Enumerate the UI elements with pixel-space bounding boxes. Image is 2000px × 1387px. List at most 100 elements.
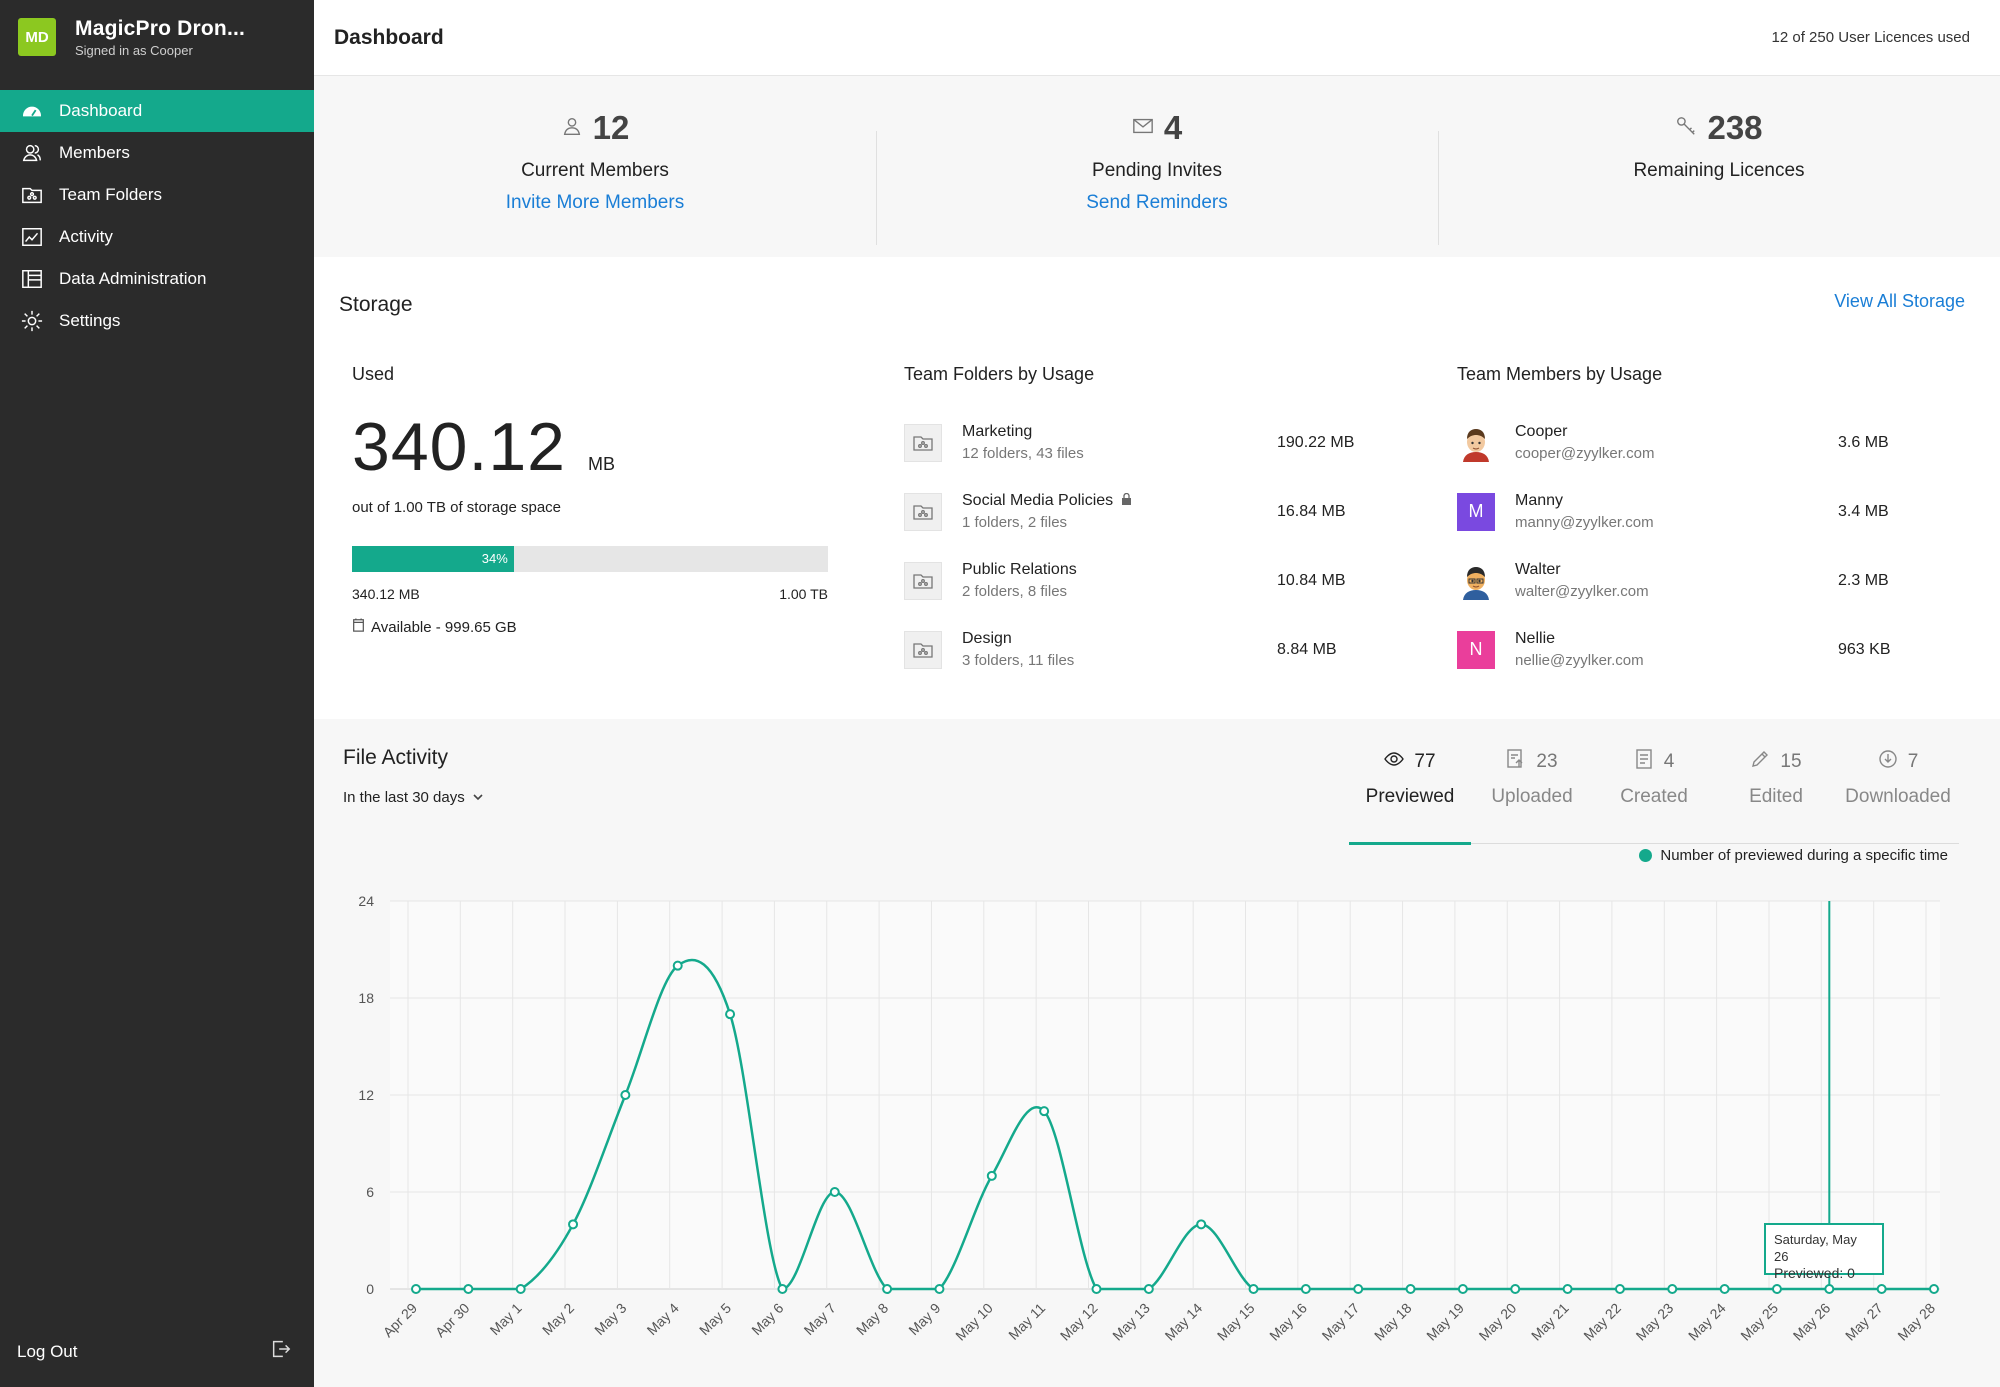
tab-edited[interactable]: 15 Edited [1715,748,1837,843]
tab-uploaded[interactable]: 23 Uploaded [1471,748,1593,843]
sidebar-item-team-folders[interactable]: Team Folders [0,174,314,216]
x-tick-label: May 21 [1528,1300,1572,1344]
folder-size: 190.22 MB [1277,433,1355,451]
data-point [1562,1284,1573,1294]
sidebar-item-label: Settings [59,311,121,330]
data-administration-icon [20,268,44,290]
folder-row[interactable]: Public Relations 2 folders, 8 files 10.84 … [904,546,1374,615]
sidebar-item-settings[interactable]: Settings [0,300,314,342]
data-point [1457,1284,1468,1294]
team-folders-by-usage: Team Folders by Usage Marketing 12 folder… [904,364,1374,684]
sidebar-item-activity[interactable]: Activity [0,216,314,258]
x-tick-label: May 24 [1685,1300,1729,1344]
y-tick-label: 12 [358,1087,374,1103]
data-point [672,960,683,971]
folder-size: 16.84 MB [1277,502,1346,520]
folder-detail: 2 folders, 8 files [962,583,1068,600]
data-point [1929,1284,1939,1294]
sidebar-item-label: Dashboard [59,101,143,120]
data-point [1771,1284,1782,1294]
tab-downloaded[interactable]: 7 Downloaded [1837,748,1959,843]
folder-row[interactable]: Design 3 folders, 11 files 8.84 MB [904,615,1374,684]
x-tick-label: May 14 [1162,1300,1206,1344]
member-name: Manny [1515,492,1564,509]
logout-button[interactable]: Log Out [17,1338,292,1365]
data-point [725,1009,736,1020]
member-row[interactable]: Walter walter@zyylker.com 2.3 MB [1457,546,1917,615]
team-folder-icon [904,630,942,669]
member-row[interactable]: Cooper cooper@zyylker.com 3.6 MB [1457,408,1917,477]
org-logo: MD [18,18,56,56]
sidebar-item-members[interactable]: Members [0,132,314,174]
stat-current-members: 12 Current Members Invite More Members [314,108,876,257]
dashboard-icon [20,100,44,122]
chevron-down-icon [473,789,483,806]
stats-row: 12 Current Members Invite More Members 4… [314,76,2000,257]
x-tick-label: May 17 [1319,1300,1363,1344]
data-point [620,1090,631,1100]
key-icon [1675,115,1697,142]
data-point [1614,1284,1625,1294]
data-point [515,1284,526,1294]
x-tick-label: May 26 [1790,1300,1834,1344]
eye-icon [1384,749,1405,775]
member-row[interactable]: M Manny manny@zyylker.com 3.4 MB [1457,477,1917,546]
data-point [1824,1284,1835,1294]
lock-icon [1121,492,1132,510]
logout-label: Log Out [17,1341,78,1361]
member-row[interactable]: N Nellie nellie@zyylker.com 963 KB [1457,615,1917,684]
pencil-icon [1750,749,1770,775]
member-email: walter@zyylker.com [1515,583,1649,600]
storage-title: Storage [339,293,413,316]
brand[interactable]: MD MagicPro Dron... Signed in as Cooper [0,0,314,74]
member-size: 3.4 MB [1838,502,1889,520]
x-tick-label: May 13 [1109,1300,1153,1344]
x-tick-label: May 10 [952,1300,996,1344]
view-all-storage-link[interactable]: View All Storage [1834,291,1965,311]
folder-row[interactable]: Social Media Policies 1 folders, 2 files 1… [904,477,1374,546]
x-tick-label: May 8 [853,1300,891,1338]
org-name: MagicPro Dron... [75,16,246,40]
data-point [1876,1284,1887,1294]
data-point [934,1284,945,1294]
used-unit: MB [587,454,615,474]
data-point [1039,1106,1050,1117]
tooltip-value: Previewed: 0 [1774,1265,1855,1281]
legend-marker [1639,849,1653,862]
x-tick-label: May 25 [1737,1300,1781,1344]
sidebar-item-dashboard[interactable]: Dashboard [0,90,314,132]
tab-label: Created [1620,786,1688,807]
x-tick-label: May 5 [696,1300,734,1338]
used-subtitle: out of 1.00 TB of storage space [352,499,562,516]
file-activity-section: 0 6 12 18 24 Apr 29 Apr 30 May 1 May 2 May 3 May 4… [314,720,2000,1387]
x-tick-label: May 27 [1842,1300,1886,1344]
folder-row[interactable]: Marketing 12 folders, 43 files 190.22 MB [904,408,1374,477]
folder-detail: 3 folders, 11 files [962,652,1075,669]
available-storage: Available - 999.65 GB [352,618,828,636]
send-reminders-link[interactable]: Send Reminders [1086,192,1228,213]
tab-previewed[interactable]: 77 Previewed [1349,748,1471,845]
member-email: manny@zyylker.com [1515,514,1654,531]
avatar: N [1457,630,1495,669]
avatar [1457,561,1495,600]
sidebar-item-label: Activity [59,227,113,246]
members-heading: Team Members by Usage [1457,364,1663,384]
x-tick-label: May 18 [1371,1300,1415,1344]
y-tick-label: 0 [366,1281,374,1297]
sidebar-item-data-administration[interactable]: Data Administration [0,258,314,300]
data-point [1405,1284,1416,1294]
legend-label: Number of previewed during a specific ti… [1660,847,1948,864]
tab-created[interactable]: 4 Created [1593,748,1715,843]
folder-detail: 12 folders, 43 files [962,445,1084,462]
data-point [411,1284,421,1294]
logout-icon [270,1338,292,1365]
data-point [1667,1284,1678,1294]
period-dropdown[interactable]: In the last 30 days [343,789,483,806]
scale-max: 1.00 TB [779,586,828,602]
data-point [1300,1284,1311,1294]
stat-value: 12 [592,109,630,146]
tab-label: Previewed [1365,786,1455,807]
activity-icon [20,226,44,248]
invite-more-members-link[interactable]: Invite More Members [505,192,685,213]
download-icon [1878,749,1898,775]
